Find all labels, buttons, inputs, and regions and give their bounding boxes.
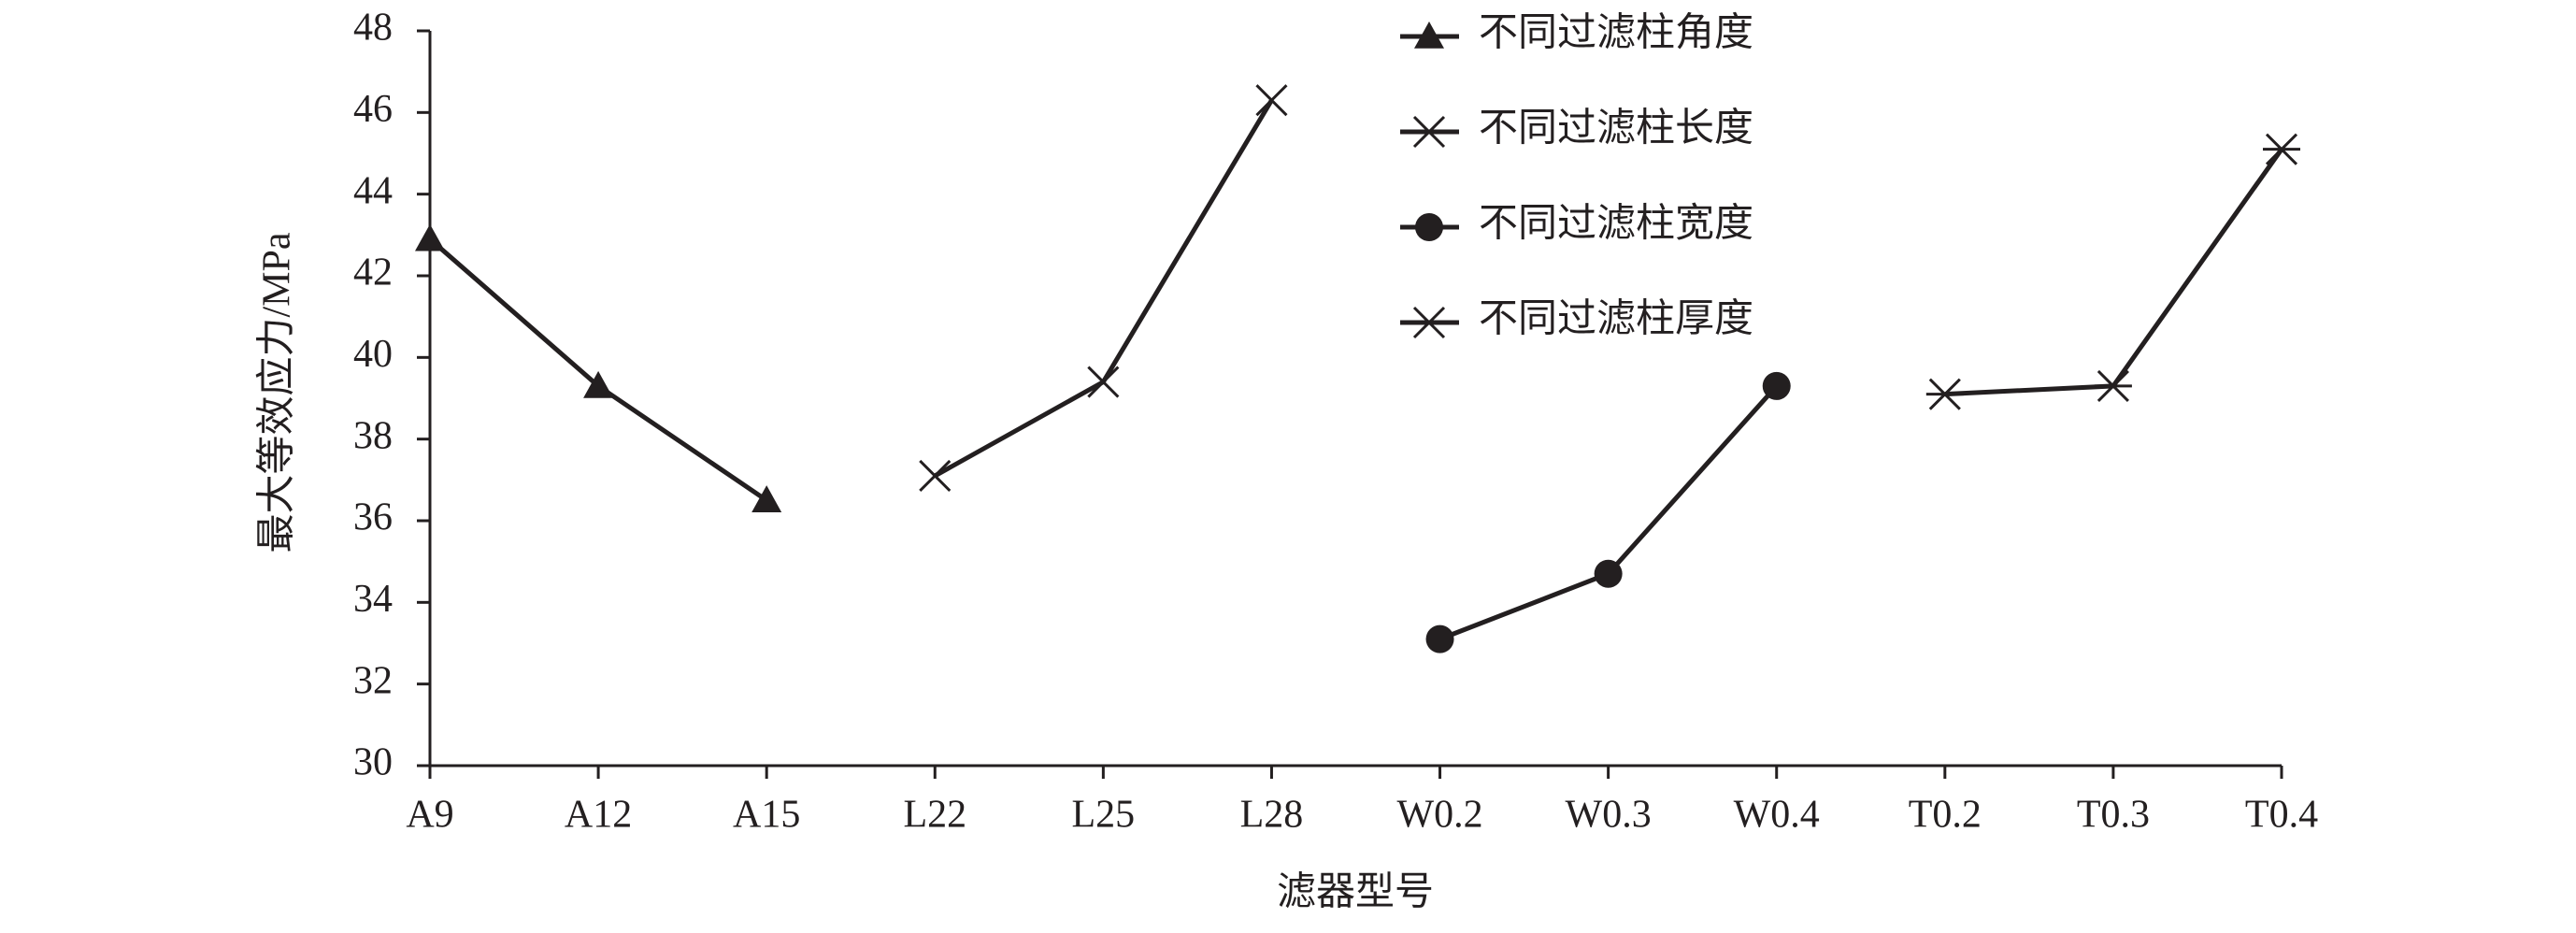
series-line [934, 98, 1274, 479]
x-tick-label: T0.2 [1909, 794, 1982, 837]
y-tick-label: 46 [353, 88, 393, 131]
legend-label: 不同过滤柱长度 [1479, 108, 1753, 151]
marker [1594, 559, 1623, 588]
marker [1087, 366, 1120, 398]
marker [1255, 84, 1288, 117]
series-line [1944, 148, 2284, 397]
y-tick-label: 48 [353, 7, 393, 50]
x-tick-label: L22 [903, 794, 966, 837]
x-tick-label: T0.3 [2077, 794, 2150, 837]
x-tick-label: T0.4 [2245, 794, 2318, 837]
legend-marker [1410, 306, 1448, 339]
marker [2094, 369, 2132, 402]
y-axis-title: 最大等效应力/MPa [255, 232, 299, 553]
y-tick-label: 44 [353, 169, 393, 212]
legend-marker [1415, 213, 1443, 241]
marker [1425, 624, 1454, 653]
x-tick-label: W0.4 [1734, 794, 1820, 837]
legend-marker [1412, 115, 1446, 149]
y-tick-label: 36 [353, 496, 393, 539]
x-tick-label: W0.2 [1396, 794, 1482, 837]
x-tick-label: A9 [406, 794, 453, 837]
series-line [1438, 384, 1779, 641]
marker [583, 370, 614, 398]
y-tick-label: 30 [353, 741, 393, 784]
x-tick-label: A15 [733, 794, 800, 837]
legend-marker [1414, 22, 1444, 49]
legend-label: 不同过滤柱角度 [1479, 12, 1753, 55]
x-tick-label: L28 [1240, 794, 1304, 837]
x-tick-label: L25 [1072, 794, 1136, 837]
marker [1762, 371, 1791, 400]
marker [2263, 133, 2300, 165]
x-tick-label: W0.3 [1566, 794, 1652, 837]
legend-label: 不同过滤柱宽度 [1479, 202, 1753, 246]
x-tick-label: A12 [565, 794, 632, 837]
y-tick-label: 34 [353, 578, 393, 621]
marker [751, 485, 782, 512]
y-tick-label: 32 [353, 659, 393, 702]
legend-label: 不同过滤柱厚度 [1479, 298, 1753, 341]
marker [415, 223, 445, 251]
marker [919, 459, 952, 493]
x-axis-title: 滤器型号 [1277, 871, 1434, 914]
series-line [428, 237, 768, 503]
marker [1925, 378, 1964, 410]
y-tick-label: 40 [353, 333, 393, 376]
y-tick-label: 38 [353, 414, 393, 457]
y-tick-label: 42 [353, 251, 393, 294]
